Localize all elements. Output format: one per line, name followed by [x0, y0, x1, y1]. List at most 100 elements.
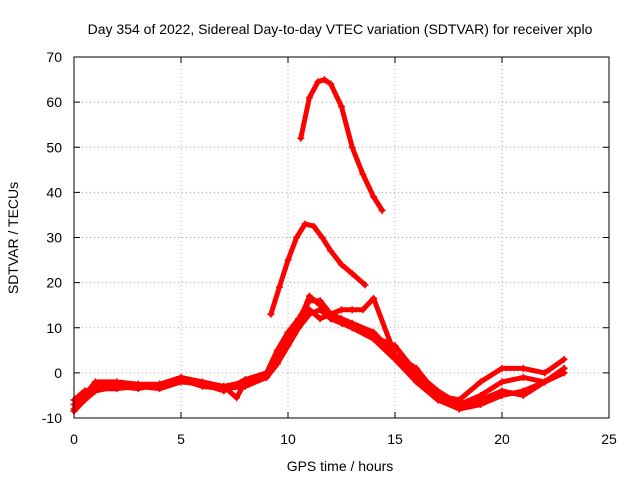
data-point: [519, 391, 527, 399]
data-point: [198, 378, 206, 386]
data-point: [359, 306, 367, 314]
data-point: [560, 355, 568, 363]
data-point: [284, 342, 292, 350]
data-point: [273, 360, 281, 368]
data-point: [316, 297, 324, 305]
data-point: [316, 306, 324, 314]
data-point: [541, 369, 549, 377]
data-point: [81, 387, 89, 395]
data-point: [498, 387, 506, 395]
data-point: [519, 373, 527, 381]
data-point: [301, 220, 309, 228]
axis-ticks: [73, 56, 610, 419]
grid-lines: [74, 57, 609, 418]
y-tick-label: 10: [46, 320, 62, 336]
y-tick-label: 0: [54, 365, 62, 381]
data-point: [134, 385, 142, 393]
data-point: [348, 306, 356, 314]
data-point: [541, 378, 549, 386]
data-point: [314, 78, 322, 86]
data-point: [305, 310, 313, 318]
data-point: [348, 270, 356, 278]
data-point: [338, 306, 345, 314]
data-point: [361, 281, 369, 289]
data-point: [370, 335, 378, 343]
x-tick-label: 10: [280, 431, 296, 447]
series-line-peak-65: [298, 77, 385, 213]
y-tick-label: 20: [46, 275, 62, 291]
data-point: [320, 76, 328, 84]
data-point: [338, 261, 345, 269]
x-axis-label: GPS time / hours: [287, 458, 394, 474]
series-markers-peak-65: [297, 76, 386, 214]
series-line-main-b: [71, 293, 567, 412]
data-point: [156, 380, 164, 388]
x-tick-label: 0: [70, 431, 78, 447]
y-tick-label: -10: [42, 410, 62, 426]
y-tick-label: 40: [46, 184, 62, 200]
data-point: [293, 234, 301, 241]
data-point: [370, 193, 378, 201]
data-point: [295, 324, 303, 332]
data-point: [263, 373, 271, 381]
data-point: [241, 378, 249, 386]
y-axis-label: SDTVAR / TECUs: [5, 182, 21, 294]
data-point: [318, 234, 326, 241]
data-point: [498, 378, 506, 386]
x-tick-label: 5: [177, 431, 185, 447]
data-point: [284, 333, 292, 341]
data-point: [267, 310, 275, 318]
y-tick-label: 30: [46, 230, 62, 246]
y-tick-labels: -10 0 10 20 30 40 50 60 70: [42, 49, 62, 426]
data-point: [370, 328, 378, 336]
data-point: [359, 170, 367, 178]
x-tick-labels: 0 5 10 15 20 25: [70, 431, 617, 447]
series-markers-peak-33: [267, 220, 369, 318]
data-point: [233, 394, 241, 402]
data-point: [310, 222, 318, 230]
data-point: [498, 364, 506, 372]
data-point: [220, 382, 228, 390]
data-point: [91, 387, 99, 395]
data-point: [338, 319, 345, 327]
y-tick-label: 50: [46, 139, 62, 155]
data-point: [113, 382, 121, 390]
data-point: [391, 355, 399, 363]
data-point: [284, 256, 292, 264]
data-point: [477, 396, 485, 404]
x-tick-label: 25: [601, 431, 617, 447]
data-point: [297, 134, 305, 142]
data-point: [378, 206, 386, 214]
data-point: [327, 315, 335, 323]
data-point: [327, 80, 335, 88]
data-point: [391, 342, 399, 350]
data-point: [560, 364, 568, 372]
series-line-main-d: [71, 307, 567, 414]
data-point: [455, 405, 463, 413]
data-point: [412, 378, 420, 386]
data-point: [305, 297, 313, 305]
data-point: [519, 364, 527, 372]
data-point: [348, 143, 356, 151]
y-tick-label: 60: [46, 94, 62, 110]
data-point: [477, 378, 485, 386]
data-series: [70, 76, 568, 415]
x-tick-label: 15: [387, 431, 403, 447]
data-point: [273, 351, 281, 359]
data-point: [348, 324, 356, 332]
data-point: [177, 373, 185, 381]
data-point: [305, 94, 313, 102]
data-point: [434, 396, 442, 404]
data-point: [275, 283, 283, 291]
data-point: [327, 247, 335, 255]
series-markers-main-d: [70, 306, 568, 415]
chart-title: Day 354 of 2022, Sidereal Day-to-day VTE…: [88, 21, 593, 37]
data-point: [295, 315, 303, 323]
data-point: [316, 315, 324, 323]
data-point: [370, 294, 378, 302]
data-point: [338, 103, 345, 111]
data-point: [81, 396, 89, 404]
y-tick-label: 70: [46, 49, 62, 65]
x-tick-label: 20: [494, 431, 510, 447]
